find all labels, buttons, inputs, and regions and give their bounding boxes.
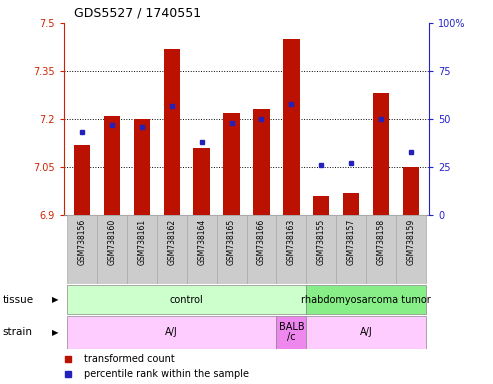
Text: GSM738156: GSM738156 bbox=[77, 218, 87, 265]
Bar bbox=[134, 119, 150, 215]
Text: GSM738157: GSM738157 bbox=[347, 218, 355, 265]
Bar bbox=[193, 148, 210, 215]
Bar bbox=[157, 215, 187, 284]
Text: ▶: ▶ bbox=[52, 295, 58, 304]
Bar bbox=[306, 215, 336, 284]
Bar bbox=[403, 167, 419, 215]
Bar bbox=[306, 316, 426, 349]
Bar bbox=[67, 215, 97, 284]
Bar bbox=[283, 39, 300, 215]
Bar bbox=[67, 316, 277, 349]
Text: rhabdomyosarcoma tumor: rhabdomyosarcoma tumor bbox=[301, 295, 431, 305]
Text: GSM738160: GSM738160 bbox=[107, 218, 116, 265]
Bar bbox=[164, 49, 180, 215]
Text: GSM738158: GSM738158 bbox=[377, 218, 386, 265]
Bar bbox=[67, 285, 306, 314]
Text: transformed count: transformed count bbox=[84, 354, 175, 364]
Bar bbox=[313, 196, 329, 215]
Text: strain: strain bbox=[2, 327, 33, 337]
Bar bbox=[97, 215, 127, 284]
Bar bbox=[277, 215, 306, 284]
Text: percentile rank within the sample: percentile rank within the sample bbox=[84, 369, 249, 379]
Text: GSM738166: GSM738166 bbox=[257, 218, 266, 265]
Text: GSM738163: GSM738163 bbox=[287, 218, 296, 265]
Bar bbox=[223, 113, 240, 215]
Bar bbox=[253, 109, 270, 215]
Text: control: control bbox=[170, 295, 204, 305]
Bar bbox=[74, 145, 90, 215]
Bar bbox=[187, 215, 216, 284]
Text: GSM738162: GSM738162 bbox=[167, 218, 176, 265]
Bar bbox=[104, 116, 120, 215]
Bar bbox=[277, 316, 306, 349]
Bar bbox=[396, 215, 426, 284]
Bar bbox=[366, 215, 396, 284]
Text: ▶: ▶ bbox=[52, 328, 58, 337]
Text: A/J: A/J bbox=[165, 327, 178, 337]
Text: BALB
/c: BALB /c bbox=[279, 322, 304, 342]
Bar bbox=[216, 215, 246, 284]
Text: GSM738165: GSM738165 bbox=[227, 218, 236, 265]
Bar bbox=[336, 215, 366, 284]
Bar bbox=[246, 215, 277, 284]
Text: GSM738161: GSM738161 bbox=[138, 218, 146, 265]
Bar bbox=[306, 285, 426, 314]
Text: tissue: tissue bbox=[2, 295, 34, 305]
Text: GDS5527 / 1740551: GDS5527 / 1740551 bbox=[74, 6, 201, 19]
Text: GSM738155: GSM738155 bbox=[317, 218, 326, 265]
Bar bbox=[127, 215, 157, 284]
Text: A/J: A/J bbox=[360, 327, 373, 337]
Text: GSM738159: GSM738159 bbox=[406, 218, 416, 265]
Text: GSM738164: GSM738164 bbox=[197, 218, 206, 265]
Bar bbox=[343, 193, 359, 215]
Bar bbox=[373, 93, 389, 215]
